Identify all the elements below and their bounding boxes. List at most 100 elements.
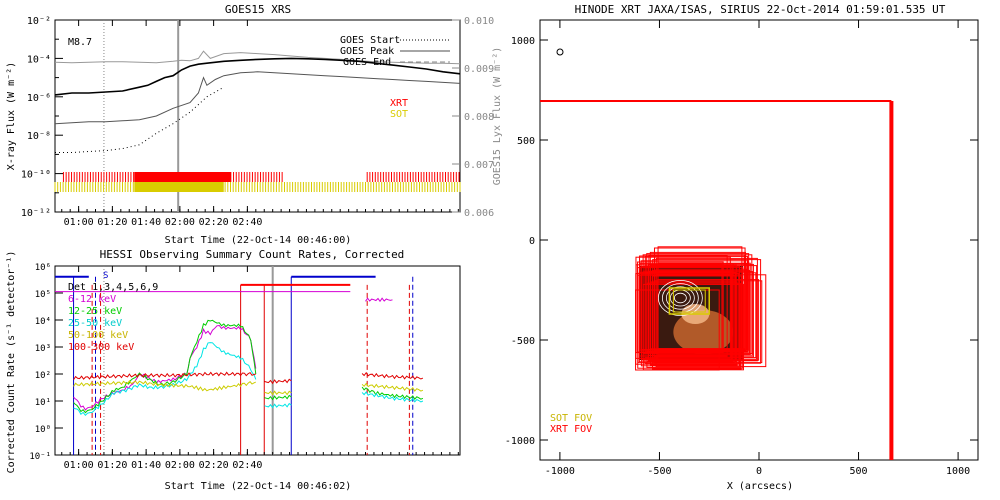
goes-series (54, 20, 461, 212)
goes-long-curve (54, 57, 461, 96)
legend-25-50: 25-50 keV (68, 318, 122, 329)
hinode-y-tick-label: 0 (529, 236, 535, 247)
hessi-s-marker: S (103, 271, 108, 281)
goes-x-label: Start Time (22-Oct-14 00:46:00) (165, 235, 352, 246)
hessi-x-tick-label: 02:20 (199, 460, 229, 471)
goes-right-tick-label: 0.006 (464, 208, 494, 219)
goes-x-ticks: 01:00 01:20 01:40 02:00 02:20 02:40 (61, 20, 459, 228)
hessi-curve (264, 402, 292, 409)
hessi-curve (73, 380, 256, 392)
goes-y-tick-label: 10⁻⁸ (27, 131, 51, 142)
hessi-y-tick-label: 10⁵ (35, 290, 51, 300)
xrt-contour (673, 292, 687, 304)
legend-goes-end: GOES End (343, 57, 391, 68)
hinode-x-tick-label: 0 (756, 466, 762, 477)
goes-sot-label: SOT (390, 109, 408, 120)
xrt-small-fov (642, 283, 744, 371)
goes-legend: GOES Start GOES Peak GOES End (340, 35, 450, 68)
goes-x-tick-label: 01:20 (97, 217, 127, 228)
goes-y-tick-label: 10⁻⁴ (27, 54, 51, 65)
xrt-contour (665, 286, 695, 310)
goes-x-tick-label: 02:40 (232, 217, 262, 228)
goes-y-tick-label: 10⁻⁶ (27, 93, 51, 104)
goes-y-tick-label: 10⁻² (27, 16, 51, 27)
goes-lyman-curve (54, 50, 461, 65)
goes-y-ticks: 10⁻² 10⁻⁴ 10⁻⁶ 10⁻⁸ 10⁻¹⁰ 10⁻¹² (21, 16, 63, 219)
hinode-x-label: X (arcsecs) (727, 481, 793, 492)
hessi-panel: HESSI Observing Summary Count Rates, Cor… (6, 248, 461, 492)
xrt-small-fov (646, 266, 733, 363)
hessi-y-label: Corrected Count Rate (s⁻¹ detector⁻¹) (6, 251, 17, 474)
goes-panel: GOES15 XRS 01:00 01:20 01:40 02:00 02:20 02:4… (6, 3, 503, 246)
hinode-panel: HINODE XRT JAXA/ISAS, SIRIUS 22-Oct-2014… (505, 3, 979, 492)
hessi-curve (361, 386, 424, 400)
legend-sot-fov: SOT FOV (550, 413, 592, 424)
legend-goes-peak: GOES Peak (340, 46, 394, 57)
hessi-curve (73, 371, 256, 380)
hessi-curve (365, 297, 393, 303)
xrt-contour (657, 279, 703, 316)
hinode-fov-map (540, 100, 894, 460)
goes-x-tick-label: 01:00 (64, 217, 94, 228)
goes-right-tick-label: 0.010 (464, 16, 494, 27)
hinode-y-tick-label: 1000 (511, 36, 535, 47)
goes-x-tick-label: 01:40 (131, 217, 161, 228)
goes-y-label: X-ray Flux (W m⁻²) (6, 62, 17, 170)
hessi-y-tick-label: 10⁴ (35, 317, 51, 327)
hinode-x-ticks: -1000 -500 0 500 1000 (545, 20, 970, 477)
hinode-y-tick-label: -500 (511, 336, 535, 347)
goes-right-tick-label: 0.009 (464, 64, 494, 75)
goes-y-label-right: GOES15 Lyx Flux (W m⁻²) (492, 47, 503, 185)
goes-right-y-ticks: 0.010 0.009 0.008 0.007 0.006 (452, 16, 494, 219)
hessi-curve (361, 391, 424, 403)
xrt-small-fov (644, 255, 748, 353)
goes-background-curve (55, 86, 225, 153)
goes-y-tick-label: 10⁻¹² (21, 208, 51, 219)
goes-coverage-bars (54, 172, 461, 192)
sot-fov-inner (672, 289, 706, 313)
hessi-curve (361, 382, 424, 392)
legend-50-100: 50-100 keV (68, 330, 128, 341)
hinode-title: HINODE XRT JAXA/ISAS, SIRIUS 22-Oct-2014… (575, 3, 946, 16)
legend-det: Det 1,3,4,5,6,9 (68, 282, 158, 293)
sot-coverage-block (134, 182, 224, 192)
legend-6-12: 6-12 keV (68, 294, 116, 305)
hinode-y-tick-label: -1000 (505, 436, 535, 447)
hinode-x-tick-label: -500 (647, 466, 671, 477)
hessi-curve (264, 378, 292, 385)
hessi-y-tick-label: 10⁻¹ (29, 452, 51, 462)
hessi-y-tick-label: 10⁶ (35, 263, 51, 273)
xrt-small-fov (641, 273, 732, 361)
legend-12-25: 12-25 keV (68, 306, 122, 317)
hessi-x-label: Start Time (22-Oct-14 00:46:02) (165, 481, 352, 492)
hessi-title: HESSI Observing Summary Count Rates, Cor… (100, 248, 405, 261)
xrt-large-fov-side (889, 101, 894, 460)
hessi-curve (73, 342, 257, 417)
legend-xrt-fov: XRT FOV (550, 424, 592, 435)
sot-fov (668, 287, 710, 315)
goes-y-tick-label: 10⁻¹⁰ (21, 170, 51, 181)
hessi-curve (264, 390, 292, 396)
xrt-small-fov (655, 257, 758, 362)
hessi-x-tick-label: 02:40 (232, 460, 262, 471)
xrt-small-fov (652, 259, 762, 364)
goes-title: GOES15 XRS (225, 3, 291, 16)
goes-right-tick-label: 0.008 (464, 112, 494, 123)
goes-flare-class: M8.7 (68, 37, 92, 48)
goes-xrt-label: XRT (390, 98, 408, 109)
hessi-curve (73, 324, 257, 411)
hinode-plot-frame (539, 19, 979, 461)
hessi-x-tick-label: 01:00 (64, 460, 94, 471)
hessi-x-tick-label: 01:20 (97, 460, 127, 471)
goes-x-tick-label: 02:00 (165, 217, 195, 228)
hessi-plot-frame (54, 265, 461, 456)
hinode-y-ticks: 1000 500 0 -500 -1000 (505, 36, 978, 447)
hessi-curve (264, 394, 292, 401)
hessi-y-tick-label: 10² (35, 371, 51, 381)
xrt-small-fov (639, 263, 748, 351)
xrt-small-fov (650, 265, 758, 360)
hinode-origin-marker (556, 48, 564, 56)
xrt-small-fov (653, 247, 746, 352)
goes-x-tick-label: 02:20 (199, 217, 229, 228)
